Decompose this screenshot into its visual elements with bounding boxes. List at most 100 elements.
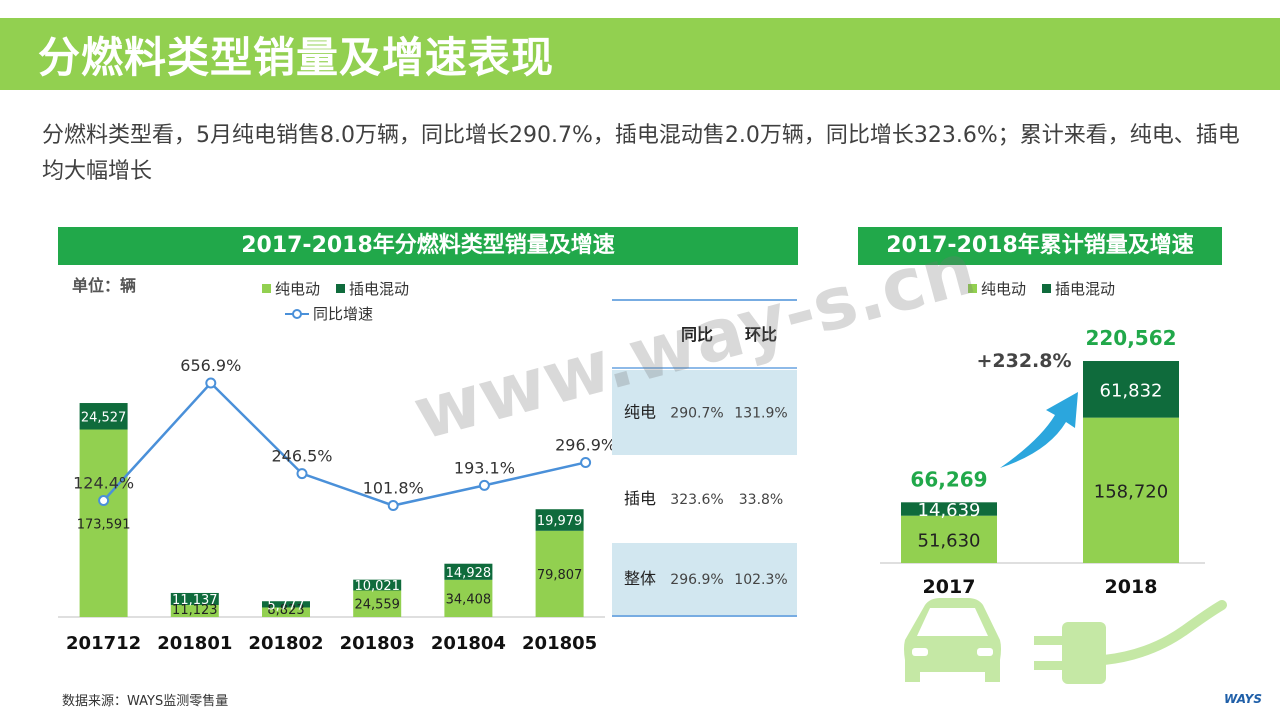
phev-swatch-icon bbox=[336, 284, 345, 293]
page-subtitle: 分燃料类型看，5月纯电销售8.0万辆，同比增长290.7%，插电混动售2.0万辆… bbox=[42, 123, 1240, 184]
table-row-label: 纯电 bbox=[624, 403, 656, 422]
legend-phev-label: 插电混动 bbox=[1055, 280, 1116, 298]
plug-prong-icon bbox=[1034, 661, 1064, 670]
bar-ev bbox=[353, 590, 402, 617]
plug-cable-icon bbox=[1099, 600, 1227, 665]
growth-label: 193.1% bbox=[454, 458, 515, 477]
ev-value-label: 11,123 bbox=[172, 603, 218, 618]
growth-label: 101.8% bbox=[363, 479, 424, 498]
x-tick-label: 201803 bbox=[340, 633, 415, 654]
legend-phev-label: 插电混动 bbox=[349, 280, 410, 298]
table-cell-mom: 102.3% bbox=[734, 572, 787, 588]
right-chart: 51,630 14,639 66,269 2017 158,720 61,832 220,5… bbox=[880, 326, 1205, 598]
cum-ev-label: 158,720 bbox=[1094, 481, 1168, 502]
growth-point bbox=[296, 468, 308, 480]
cum-x-tick-label: 2018 bbox=[1105, 576, 1158, 598]
growth-label: 296.9% bbox=[555, 435, 616, 454]
legend-ev-label: 纯电动 bbox=[275, 280, 321, 298]
x-tick-label: 201801 bbox=[157, 633, 232, 654]
growth-point bbox=[580, 456, 592, 468]
car-light-icon bbox=[912, 648, 928, 656]
table-header-mom: 环比 bbox=[745, 325, 777, 344]
cum-total-label: 220,562 bbox=[1085, 326, 1176, 350]
legend-ev-label: 纯电动 bbox=[981, 280, 1027, 298]
unit-label: 单位：辆 bbox=[72, 276, 137, 295]
phev-value-label: 19,979 bbox=[537, 514, 583, 529]
car-window-icon bbox=[917, 608, 988, 636]
ev-value-label: 8,823 bbox=[267, 603, 304, 618]
growth-arrow-icon bbox=[1000, 392, 1078, 468]
cum-bar-ev bbox=[1083, 417, 1179, 563]
growth-point bbox=[98, 495, 110, 507]
table-row-label: 整体 bbox=[624, 569, 656, 588]
ev-swatch-icon bbox=[968, 284, 977, 293]
ev-value-label: 24,559 bbox=[354, 598, 400, 613]
title-bar: 分燃料类型销量及增速表现 bbox=[0, 18, 1280, 90]
x-tick-label: 201805 bbox=[522, 633, 597, 654]
car-light-icon bbox=[977, 648, 993, 656]
ev-value-label: 79,807 bbox=[537, 568, 583, 583]
data-source: 数据来源：WAYS监测零售量 bbox=[62, 694, 229, 709]
table-cell-mom: 131.9% bbox=[734, 406, 787, 422]
left-chart-banner: 2017-2018年分燃料类型销量及增速 bbox=[58, 227, 798, 265]
table-row-label: 插电 bbox=[624, 489, 656, 508]
cum-bar-phev bbox=[1083, 361, 1179, 418]
cum-ev-label: 51,630 bbox=[918, 530, 981, 551]
table-row-band bbox=[612, 543, 797, 615]
decorations bbox=[904, 598, 1227, 684]
bar-ev bbox=[444, 579, 493, 617]
phev-value-label: 24,527 bbox=[81, 410, 127, 425]
phev-value-label: 10,021 bbox=[354, 579, 400, 594]
bar-phev bbox=[535, 509, 584, 531]
growth-label: 656.9% bbox=[180, 356, 241, 375]
table-header-yoy: 同比 bbox=[681, 325, 713, 344]
ev-swatch-icon bbox=[262, 284, 271, 293]
phev-swatch-icon bbox=[1042, 284, 1051, 293]
ways-logo: WAYS bbox=[1223, 692, 1262, 706]
cum-phev-label: 61,832 bbox=[1100, 380, 1163, 401]
cum-x-tick-label: 2017 bbox=[923, 576, 976, 598]
table-cell-yoy: 323.6% bbox=[670, 492, 723, 508]
line-marker-icon bbox=[285, 308, 309, 319]
bar-ev bbox=[535, 530, 584, 617]
x-tick-label: 201802 bbox=[248, 633, 323, 654]
table-row-band bbox=[612, 370, 797, 455]
ev-value-label: 34,408 bbox=[446, 592, 492, 607]
ev-value-label: 173,591 bbox=[77, 517, 131, 532]
right-chart-banner: 2017-2018年累计销量及增速 bbox=[858, 227, 1222, 265]
page-title: 分燃料类型销量及增速表现 bbox=[38, 33, 555, 82]
phev-value-label: 11,137 bbox=[172, 593, 218, 608]
bar-phev bbox=[353, 579, 402, 591]
right-legend-phev: 插电混动 bbox=[1042, 278, 1115, 299]
plug-prong-icon bbox=[1034, 636, 1064, 645]
left-legend-ev: 纯电动 bbox=[262, 278, 320, 299]
cum-total-label: 66,269 bbox=[910, 467, 987, 491]
x-tick-label: 201804 bbox=[431, 633, 506, 654]
bar-ev bbox=[79, 429, 128, 617]
table-cell-mom: 33.8% bbox=[739, 492, 783, 508]
table-cell-yoy: 296.9% bbox=[670, 572, 723, 588]
bar-phev bbox=[170, 592, 219, 605]
left-legend-line: 同比增速 bbox=[284, 303, 373, 324]
phev-value-label: 14,928 bbox=[446, 566, 492, 581]
growth-label: 246.5% bbox=[271, 447, 332, 466]
table-cell-yoy: 290.7% bbox=[670, 406, 723, 422]
growth-point bbox=[205, 377, 217, 389]
bar-phev bbox=[262, 601, 310, 608]
cum-bar-ev bbox=[901, 515, 997, 563]
bar-ev bbox=[262, 607, 310, 617]
cum-bar-phev bbox=[901, 502, 997, 516]
right-legend-ev: 纯电动 bbox=[968, 278, 1026, 299]
phev-value-label: 5,777 bbox=[267, 598, 304, 613]
cum-phev-label: 14,639 bbox=[918, 500, 981, 521]
bar-phev bbox=[444, 563, 493, 580]
growth-label: 124.4% bbox=[73, 474, 134, 493]
left-legend-phev: 插电混动 bbox=[336, 278, 409, 299]
growth-line bbox=[102, 381, 586, 507]
bar-ev bbox=[170, 604, 219, 617]
bar-phev bbox=[79, 403, 128, 430]
x-tick-label: 201712 bbox=[66, 633, 141, 654]
